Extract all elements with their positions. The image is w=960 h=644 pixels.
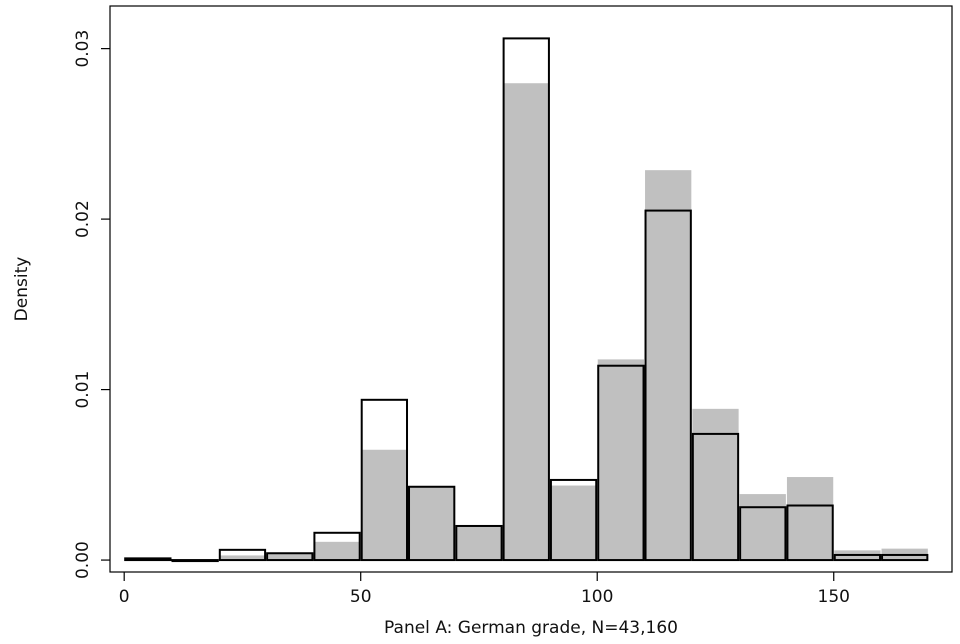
filled-bar (502, 82, 551, 561)
outline-bar (739, 506, 787, 562)
y-tick-label: 0.01 (73, 371, 93, 409)
outline-bar (313, 531, 361, 562)
x-tick-label: 0 (119, 587, 130, 607)
outline-bar (266, 552, 314, 562)
y-axis-title: Density (12, 257, 32, 322)
filled-bar (360, 448, 409, 561)
outline-bar (644, 209, 692, 562)
x-tick-label: 150 (818, 587, 850, 607)
filled-bar (312, 540, 362, 561)
outline-bar (408, 485, 456, 562)
x-axis-title: Panel A: German grade, N=43,160 (384, 618, 678, 638)
outline-bar (502, 37, 550, 562)
plot-frame (109, 5, 953, 573)
filled-bar (549, 484, 598, 561)
outline-bar (786, 504, 834, 562)
outline-bar (455, 524, 503, 562)
y-tick-label: 0.02 (73, 200, 93, 238)
outline-bar (218, 548, 267, 562)
filled-series (123, 82, 929, 562)
filled-bar (265, 552, 314, 561)
x-axis: 0 50 100 150 (119, 572, 850, 607)
y-axis: 0.00 0.01 0.02 0.03 (73, 30, 110, 579)
outline-bar (691, 432, 740, 562)
y-tick-label: 0.00 (73, 541, 93, 579)
outline-series (124, 37, 929, 563)
outline-bar (549, 478, 598, 562)
outline-bar (360, 398, 409, 562)
outline-bar (171, 559, 219, 563)
outline-bar (833, 553, 882, 562)
x-tick-label: 100 (581, 587, 613, 607)
filled-bar (644, 169, 693, 561)
filled-bar (785, 476, 835, 561)
filled-bar (596, 358, 646, 561)
outline-bar (881, 553, 929, 562)
filled-bar (691, 407, 740, 561)
filled-bar (454, 525, 504, 561)
filled-bar (407, 486, 456, 561)
outline-bar (124, 557, 172, 562)
outline-bar (597, 364, 645, 562)
x-tick-label: 50 (350, 587, 372, 607)
filled-bar (738, 493, 787, 561)
y-tick-label: 0.03 (73, 30, 93, 68)
